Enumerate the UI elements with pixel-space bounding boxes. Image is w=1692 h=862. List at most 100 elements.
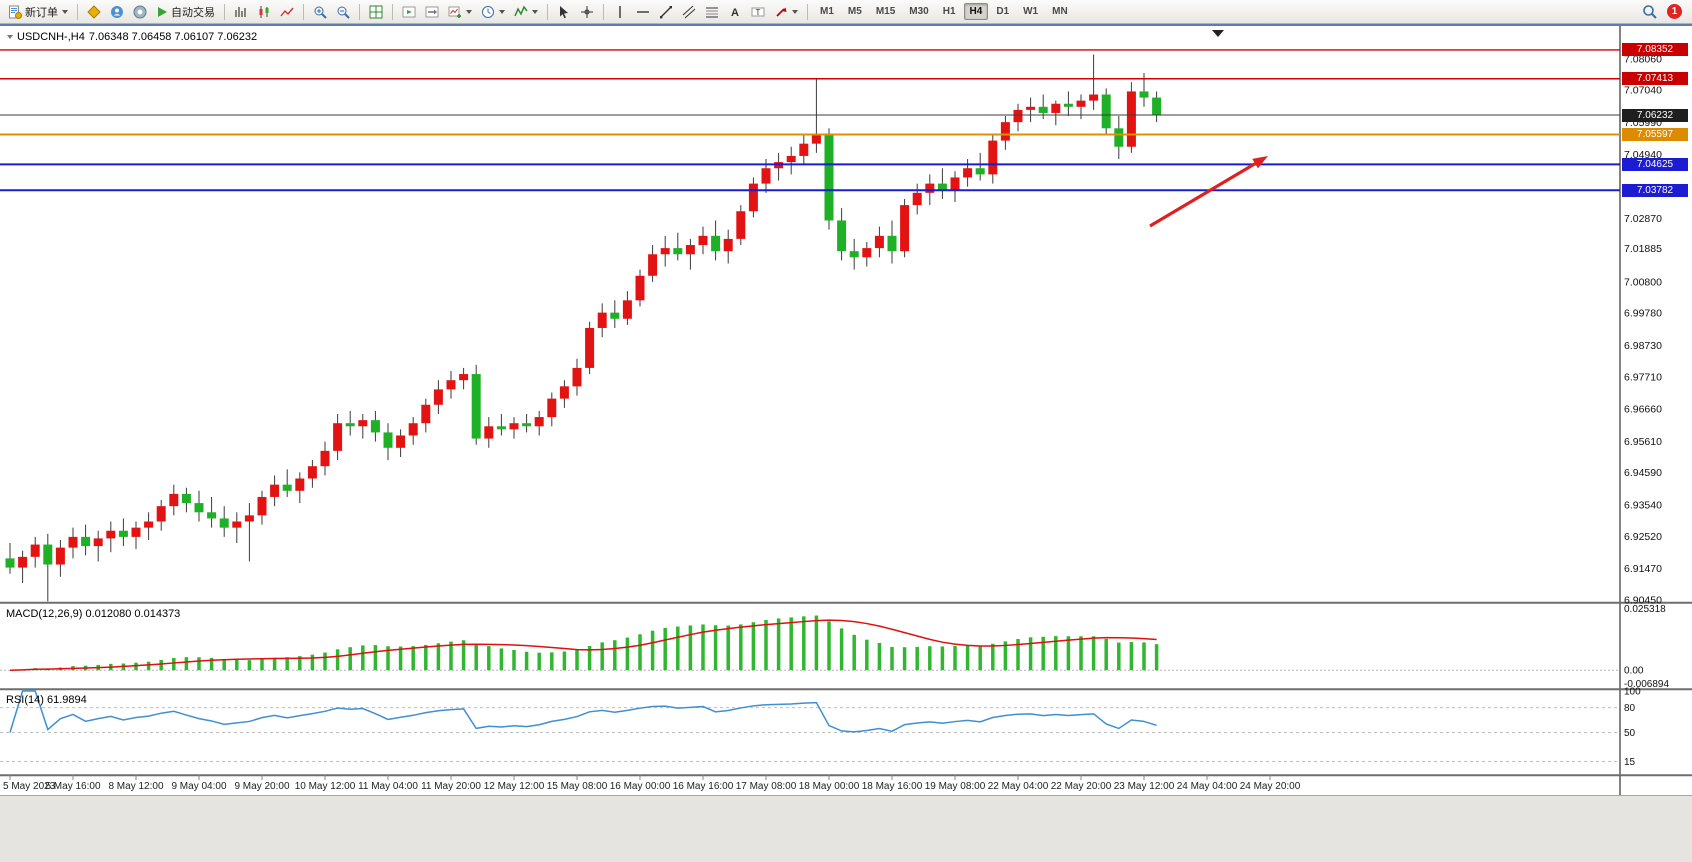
- fibonacci-icon: [705, 5, 719, 19]
- symbol-label: USDCNH-,H4: [17, 31, 85, 43]
- timeframe-h4[interactable]: H4: [963, 3, 989, 20]
- timeframe-h1[interactable]: H1: [942, 6, 956, 17]
- timeframe-m5[interactable]: M5: [847, 6, 862, 17]
- rsi-name: RSI(14): [6, 694, 44, 706]
- timeframe-mn[interactable]: MN: [1052, 6, 1068, 17]
- new-chart-icon: [448, 5, 462, 19]
- text-button[interactable]: A: [724, 2, 746, 22]
- svg-text:24 May 04:00: 24 May 04:00: [1177, 781, 1238, 792]
- chart-canvas[interactable]: 7.080607.070407.059907.049407.028707.018…: [0, 26, 1692, 795]
- timeframe-m15[interactable]: M15: [875, 6, 896, 17]
- period-clock-button[interactable]: [477, 2, 509, 22]
- new-order-button[interactable]: 新订单: [4, 2, 72, 22]
- timeframe-m30[interactable]: M30: [909, 6, 929, 17]
- ohlc-values: 7.06348 7.06458 7.06107 7.06232: [88, 31, 258, 43]
- svg-text:-0.006894: -0.006894: [1624, 679, 1669, 690]
- community-button[interactable]: [129, 2, 151, 22]
- line-chart-icon: [280, 5, 294, 19]
- trendline-button[interactable]: [655, 2, 677, 22]
- svg-text:5 May 16:00: 5 May 16:00: [45, 781, 100, 792]
- bar-chart-button[interactable]: [230, 2, 252, 22]
- svg-text:16 May 00:00: 16 May 00:00: [610, 781, 671, 792]
- macd-label: MACD(12,26,9) 0.012080 0.014373: [6, 608, 180, 620]
- timeframe-m1[interactable]: M1: [820, 6, 834, 17]
- svg-text:16 May 16:00: 16 May 16:00: [673, 781, 734, 792]
- market-depth-icon: [87, 4, 101, 19]
- svg-text:6.98730: 6.98730: [1624, 340, 1662, 352]
- community-globe-icon: [133, 5, 147, 19]
- candles-layer: [5, 54, 1162, 602]
- trend-arrow-head: [1252, 156, 1268, 169]
- text-label-button[interactable]: T: [747, 2, 769, 22]
- arrows-tool-button[interactable]: [770, 2, 802, 22]
- support-headset-icon: [110, 5, 124, 19]
- chevron-down-icon: [532, 9, 538, 14]
- svg-text:6.93540: 6.93540: [1624, 499, 1662, 511]
- toolbar-separator: [807, 3, 808, 20]
- chart-window[interactable]: 7.08060 7.07040 7.05990 7.04940 7.02870 7.018…: [0, 26, 1692, 795]
- svg-text:6.92520: 6.92520: [1624, 531, 1662, 543]
- timeframe-d1[interactable]: D1: [996, 6, 1010, 17]
- svg-text:A: A: [731, 7, 739, 19]
- zoom-out-icon: [336, 5, 350, 19]
- zoom-out-button[interactable]: [332, 2, 354, 22]
- crosshair-button[interactable]: [576, 2, 598, 22]
- price-badge: 7.05597: [1622, 128, 1688, 142]
- svg-text:17 May 08:00: 17 May 08:00: [736, 781, 797, 792]
- svg-text:15: 15: [1624, 757, 1636, 768]
- bottom-strip: [0, 795, 1692, 862]
- notification-badge[interactable]: 1: [1667, 4, 1682, 19]
- shift-marker-icon: [1212, 30, 1224, 37]
- fibonacci-button[interactable]: [701, 2, 723, 22]
- svg-text:23 May 12:00: 23 May 12:00: [1114, 781, 1175, 792]
- indicators-button[interactable]: [510, 2, 542, 22]
- macd-values: 0.012080 0.014373: [85, 608, 181, 620]
- cursor-button[interactable]: [553, 2, 575, 22]
- symbol-dropdown-icon[interactable]: [7, 35, 13, 39]
- zoom-in-button[interactable]: [309, 2, 331, 22]
- tile-windows-icon: [369, 5, 383, 19]
- zoom-in-icon: [313, 5, 327, 19]
- horizontal-line-button[interactable]: [632, 2, 654, 22]
- chart-shift-button[interactable]: [421, 2, 443, 22]
- new-order-icon: [8, 5, 22, 19]
- toolbar-separator: [77, 3, 78, 20]
- arrow-tool-icon: [774, 5, 788, 19]
- vertical-line-button[interactable]: [609, 2, 631, 22]
- svg-text:0.025318: 0.025318: [1624, 604, 1666, 615]
- tile-windows-button[interactable]: [365, 2, 387, 22]
- price-badge: 7.03782: [1622, 183, 1688, 197]
- svg-text:6.94590: 6.94590: [1624, 467, 1662, 479]
- rsi-layer: [0, 690, 1620, 763]
- svg-text:7.07040: 7.07040: [1624, 85, 1662, 97]
- panel-frame: [0, 26, 1692, 795]
- timeframe-w1[interactable]: W1: [1023, 6, 1039, 17]
- annotations-layer[interactable]: [1149, 156, 1268, 228]
- search-button[interactable]: [1638, 2, 1661, 22]
- horizontal-line-icon: [636, 5, 650, 19]
- svg-text:6.95610: 6.95610: [1624, 436, 1662, 448]
- chevron-down-icon: [792, 9, 798, 14]
- crosshair-icon: [580, 5, 594, 19]
- autotrading-button[interactable]: 自动交易: [152, 2, 219, 22]
- toolbar: 新订单 自动交易 A T M1 M5 M15 M30 H1 H4 D1 W1 MN 1: [0, 0, 1692, 24]
- auto-scroll-button[interactable]: [398, 2, 420, 22]
- svg-text:11 May 20:00: 11 May 20:00: [421, 781, 481, 792]
- channel-button[interactable]: [678, 2, 700, 22]
- svg-text:15 May 08:00: 15 May 08:00: [547, 781, 608, 792]
- play-icon: [156, 6, 168, 18]
- svg-text:22 May 04:00: 22 May 04:00: [988, 781, 1049, 792]
- svg-text:7.01885: 7.01885: [1624, 243, 1662, 255]
- rsi-label: RSI(14) 61.9894: [6, 694, 87, 706]
- line-chart-button[interactable]: [276, 2, 298, 22]
- svg-text:18 May 16:00: 18 May 16:00: [862, 781, 923, 792]
- candlestick-chart-button[interactable]: [253, 2, 275, 22]
- hlines-layer[interactable]: [0, 49, 1620, 192]
- new-chart-button[interactable]: [444, 2, 476, 22]
- support-button[interactable]: [106, 2, 128, 22]
- svg-text:0.00: 0.00: [1624, 666, 1644, 677]
- svg-text:7.00800: 7.00800: [1624, 276, 1662, 288]
- market-depth-button[interactable]: [83, 2, 105, 22]
- svg-text:24 May 20:00: 24 May 20:00: [1240, 781, 1301, 792]
